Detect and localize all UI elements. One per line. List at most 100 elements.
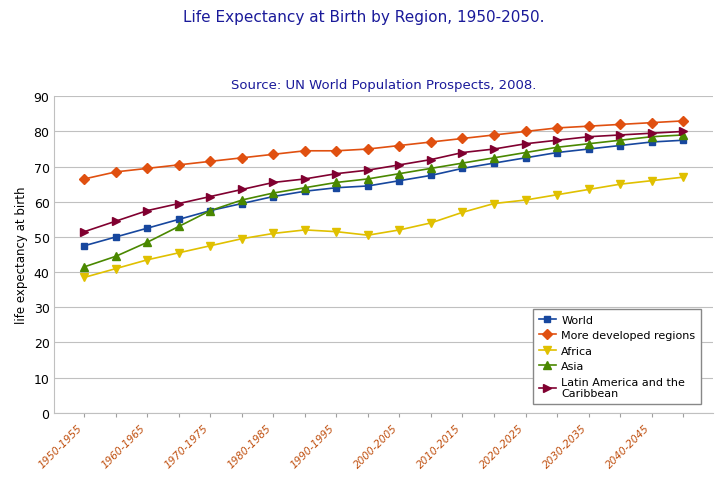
Asia: [269, 191, 278, 197]
Asia: [237, 197, 246, 203]
Latin America and the
Caribbean: [458, 151, 467, 156]
Latin America and the
Caribbean: [143, 208, 151, 214]
Asia: [301, 185, 309, 191]
More developed regions: [269, 152, 278, 158]
Africa: [301, 227, 309, 233]
Asia: [363, 177, 372, 182]
Africa: [647, 179, 656, 184]
Latin America and the
Caribbean: [80, 229, 89, 235]
Africa: [553, 193, 561, 198]
Line: Latin America and the
Caribbean: Latin America and the Caribbean: [80, 128, 687, 236]
Line: More developed regions: More developed regions: [81, 118, 687, 183]
Asia: [206, 208, 215, 214]
More developed regions: [332, 149, 341, 154]
More developed regions: [521, 129, 530, 135]
Latin America and the
Caribbean: [553, 138, 561, 144]
Asia: [143, 240, 151, 245]
Africa: [363, 233, 372, 239]
World: [521, 155, 530, 161]
More developed regions: [363, 147, 372, 152]
Latin America and the
Caribbean: [584, 135, 593, 140]
More developed regions: [80, 177, 89, 182]
Latin America and the
Caribbean: [363, 168, 372, 174]
Latin America and the
Caribbean: [427, 157, 435, 163]
More developed regions: [553, 126, 561, 132]
More developed regions: [678, 119, 687, 124]
Africa: [332, 229, 341, 235]
Legend: World, More developed regions, Africa, Asia, Latin America and the
Caribbean: World, More developed regions, Africa, A…: [534, 309, 701, 404]
World: [363, 183, 372, 189]
Latin America and the
Caribbean: [111, 219, 120, 225]
World: [175, 217, 183, 223]
More developed regions: [427, 140, 435, 146]
Africa: [175, 250, 183, 256]
More developed regions: [206, 159, 215, 165]
Latin America and the
Caribbean: [521, 141, 530, 147]
World: [678, 138, 687, 144]
Asia: [111, 254, 120, 259]
Africa: [206, 243, 215, 249]
Africa: [111, 266, 120, 272]
Africa: [584, 187, 593, 193]
Asia: [553, 145, 561, 151]
Asia: [332, 180, 341, 186]
Latin America and the
Caribbean: [269, 180, 278, 186]
More developed regions: [143, 166, 151, 172]
More developed regions: [175, 163, 183, 168]
More developed regions: [395, 143, 404, 149]
Asia: [678, 133, 687, 138]
Africa: [427, 221, 435, 227]
Y-axis label: life expectancy at birth: life expectancy at birth: [15, 186, 28, 324]
Latin America and the
Caribbean: [616, 133, 625, 138]
World: [80, 243, 89, 249]
More developed regions: [584, 124, 593, 130]
World: [237, 201, 246, 207]
More developed regions: [111, 169, 120, 175]
More developed regions: [616, 122, 625, 128]
World: [206, 208, 215, 214]
Latin America and the
Caribbean: [175, 201, 183, 207]
Line: Asia: Asia: [80, 132, 687, 272]
World: [584, 147, 593, 152]
Line: Africa: Africa: [80, 174, 687, 282]
Text: Life Expectancy at Birth by Region, 1950-2050.: Life Expectancy at Birth by Region, 1950…: [183, 10, 545, 25]
More developed regions: [458, 136, 467, 142]
Asia: [395, 171, 404, 177]
Line: World: World: [81, 137, 687, 250]
World: [647, 140, 656, 146]
Asia: [80, 264, 89, 270]
Africa: [237, 236, 246, 242]
Asia: [427, 166, 435, 172]
Latin America and the
Caribbean: [301, 177, 309, 182]
More developed regions: [237, 155, 246, 161]
Latin America and the
Caribbean: [395, 163, 404, 168]
More developed regions: [490, 133, 499, 138]
Asia: [584, 141, 593, 147]
Asia: [521, 151, 530, 156]
World: [395, 179, 404, 184]
Latin America and the
Caribbean: [678, 129, 687, 135]
World: [616, 143, 625, 149]
Asia: [647, 135, 656, 140]
Latin America and the
Caribbean: [490, 147, 499, 152]
World: [458, 166, 467, 172]
Asia: [458, 161, 467, 166]
Africa: [80, 275, 89, 281]
Africa: [678, 175, 687, 181]
World: [111, 235, 120, 241]
World: [490, 161, 499, 166]
Africa: [395, 227, 404, 233]
Africa: [616, 182, 625, 188]
Africa: [458, 210, 467, 216]
Latin America and the
Caribbean: [206, 194, 215, 200]
Latin America and the
Caribbean: [237, 187, 246, 193]
World: [427, 173, 435, 179]
World: [269, 194, 278, 200]
Latin America and the
Caribbean: [332, 171, 341, 177]
Latin America and the
Caribbean: [647, 131, 656, 137]
Africa: [521, 197, 530, 203]
More developed regions: [647, 121, 656, 126]
Title: Source: UN World Population Prospects, 2008.: Source: UN World Population Prospects, 2…: [231, 79, 537, 92]
World: [553, 151, 561, 156]
More developed regions: [301, 149, 309, 154]
